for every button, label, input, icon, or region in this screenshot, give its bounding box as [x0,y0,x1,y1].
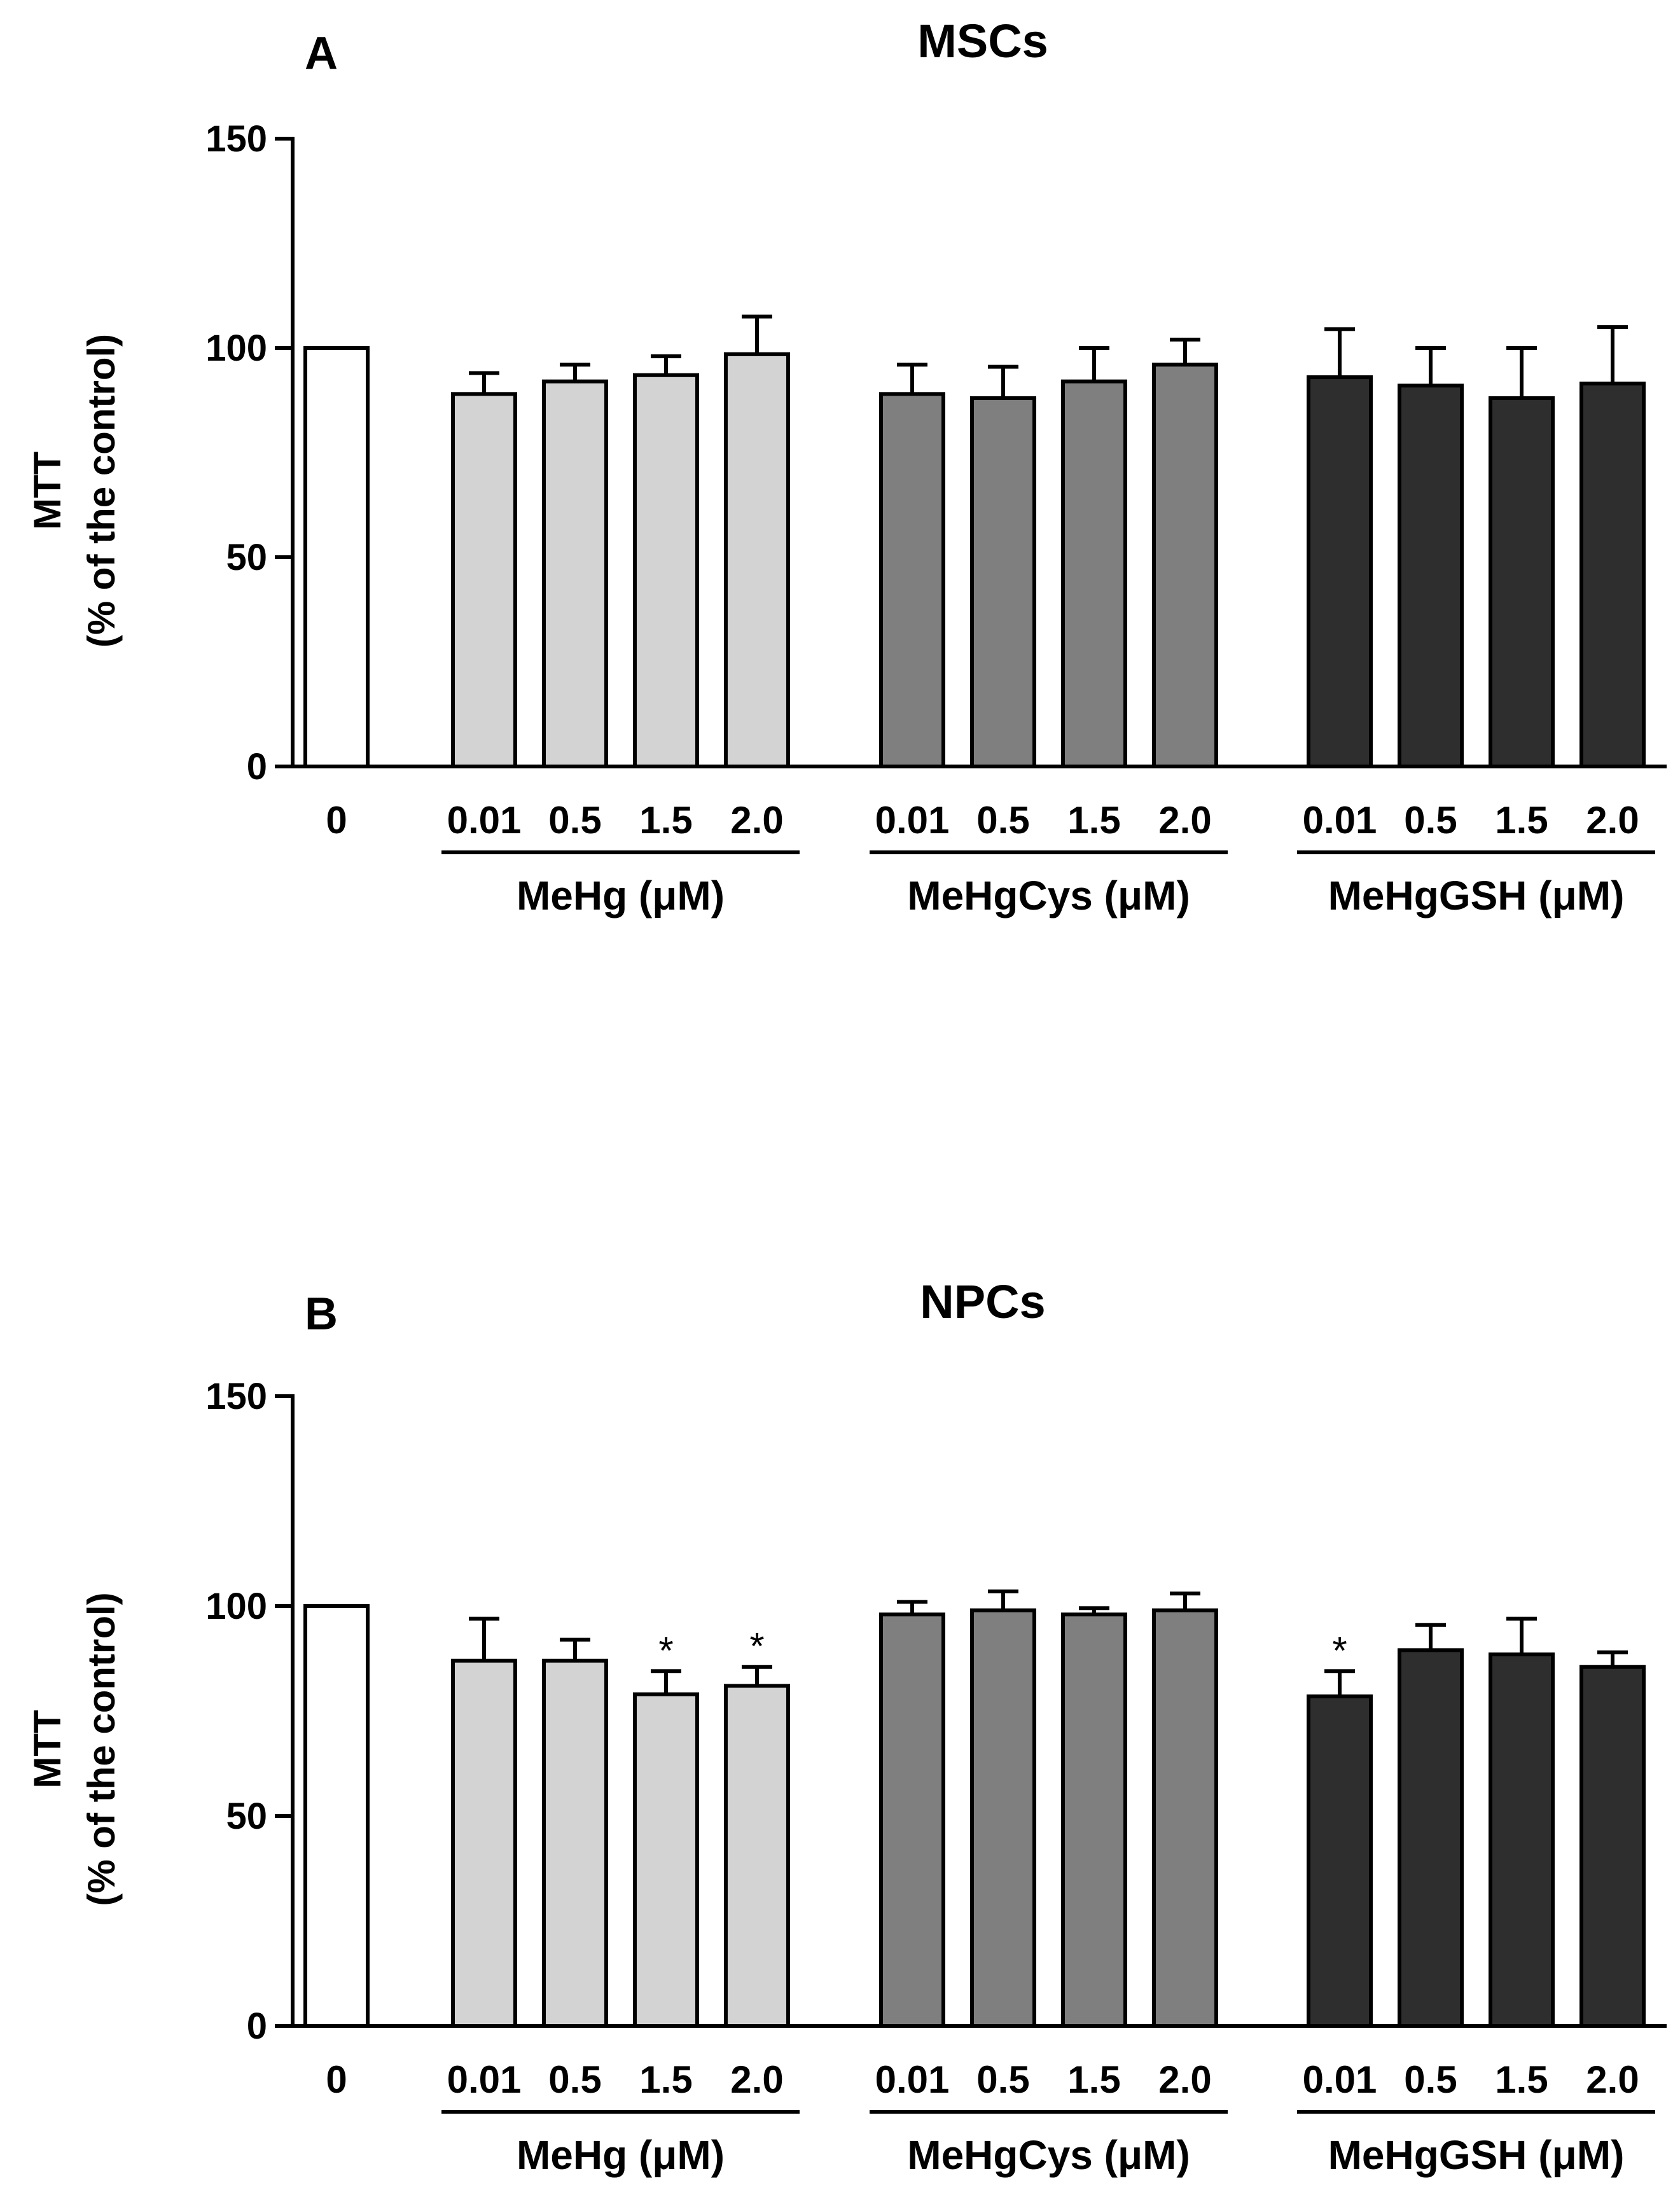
x-tick-label: 2.0 [730,799,783,842]
group-label: MeHg (μM) [517,873,725,918]
x-tick-label-control: 0 [326,799,347,842]
group-label: MeHg (μM) [517,2132,725,2178]
bar [879,392,945,768]
bar [1579,381,1646,768]
chart-panel-b: B NPCs MTT (% of the control) 0 50 100 150 0 0.01… [26,1275,1667,2178]
bar-control [303,1604,370,2028]
bar [724,352,790,768]
x-tick-label: 1.5 [639,799,692,842]
x-tick-label: 0.01 [875,799,950,842]
x-tick-label-control: 0 [326,2058,347,2101]
x-tick-label: 0.5 [1404,799,1457,842]
x-tick-label: 2.0 [730,2058,783,2101]
y-axis-label: MTT [26,452,69,530]
x-tick-label: 0.5 [548,2058,601,2101]
bar [542,379,608,768]
x-tick-label: 1.5 [1495,799,1548,842]
y-tick-label: 150 [205,118,267,160]
x-tick-label: 0.5 [976,799,1029,842]
group-label: MeHgGSH (μM) [1328,2132,1625,2178]
y-tick-label: 150 [205,1376,267,1417]
x-tick-label: 0.01 [875,2058,950,2101]
x-tick-label: 1.5 [1067,2058,1120,2101]
bar [1489,1652,1555,2028]
chart-title: NPCs [920,1275,1045,1328]
bar [1398,384,1464,768]
y-tick-label: 50 [226,537,267,578]
chart-panel-a: A MSCs MTT (% of the control) 0 50 100 150 0 0.01… [26,15,1667,918]
bar [1489,396,1555,768]
bar [451,392,517,768]
x-tick-label: 0.01 [1303,2058,1377,2101]
x-tick-label: 2.0 [1586,799,1639,842]
x-tick-label: 1.5 [1495,2058,1548,2101]
bar [1579,1665,1646,2028]
group-label: MeHgGSH (μM) [1328,873,1625,918]
group-label: MeHgCys (μM) [907,873,1190,918]
y-tick-label: 100 [205,1586,267,1627]
bar [633,1692,699,2028]
y-axis-label-units: (% of the control) [80,1592,123,1906]
bar [451,1658,517,2028]
x-tick-label: 0.5 [548,799,601,842]
bar [1061,1612,1127,2028]
bar [1307,375,1373,768]
x-tick-label: 2.0 [1158,799,1211,842]
panel-label: A [305,28,338,79]
bar [1152,363,1218,768]
bar [970,1608,1036,2028]
significance-marker: * [749,1625,764,1668]
bar [633,373,699,768]
y-axis-label: MTT [26,1710,69,1788]
y-tick-label: 0 [247,746,267,787]
chart-title: MSCs [917,15,1048,67]
bar [1398,1648,1464,2028]
significance-marker: * [658,1629,673,1672]
y-tick-label: 100 [205,328,267,369]
x-tick-label: 0.5 [1404,2058,1457,2101]
y-axis-label-units: (% of the control) [80,334,123,648]
bar [542,1658,608,2028]
bar [1061,379,1127,768]
x-tick-label: 1.5 [1067,799,1120,842]
bar [970,396,1036,768]
y-tick-label: 50 [226,1796,267,1837]
bar [724,1684,790,2028]
x-tick-label: 2.0 [1158,2058,1211,2101]
x-tick-label: 0.5 [976,2058,1029,2101]
x-tick-label: 0.01 [447,799,522,842]
x-tick-label: 1.5 [639,2058,692,2101]
bar [1152,1608,1218,2028]
x-tick-label: 0.01 [1303,799,1377,842]
bar [1307,1694,1373,2028]
x-tick-label: 2.0 [1586,2058,1639,2101]
x-tick-label: 0.01 [447,2058,522,2101]
group-label: MeHgCys (μM) [907,2132,1190,2178]
bar-control [303,346,370,768]
significance-marker: * [1332,1629,1347,1672]
y-tick-label: 0 [247,2006,267,2047]
panel-label: B [305,1289,338,1340]
bar [879,1612,945,2028]
